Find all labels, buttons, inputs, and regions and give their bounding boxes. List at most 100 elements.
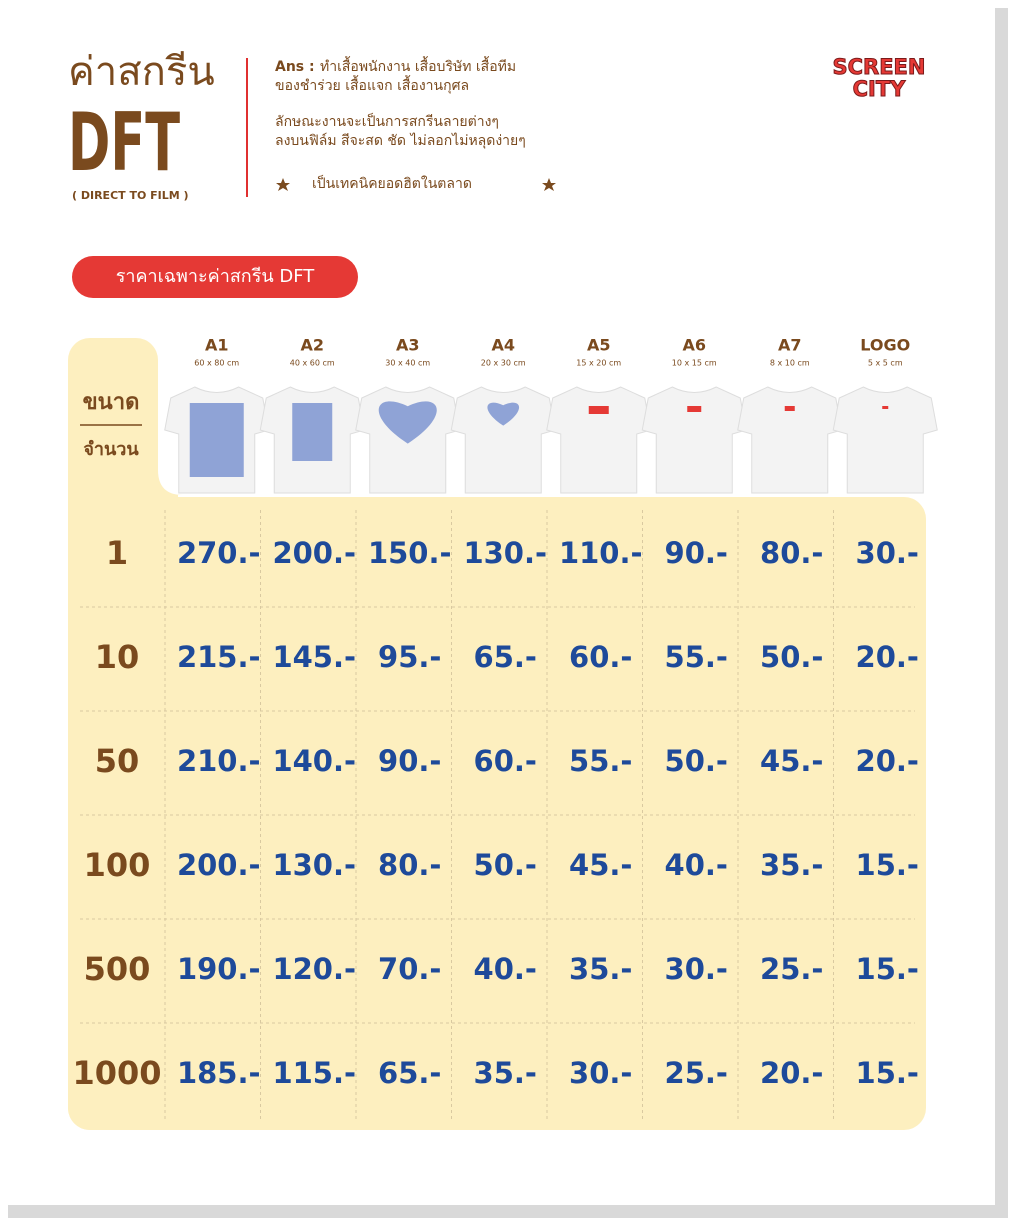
- column-dim: 40 x 60 cm: [290, 359, 335, 368]
- price: 90.-: [378, 744, 441, 778]
- price: 35.-: [569, 952, 632, 986]
- desc-line: ของชำร่วย เสื้อแจก เสื้องานกุศล: [275, 75, 469, 94]
- price: 50.-: [474, 848, 537, 882]
- price: 80.-: [378, 848, 441, 882]
- column-name: A7: [778, 336, 802, 355]
- price: 25.-: [665, 1056, 728, 1090]
- desc-line: ลักษณะงานจะเป็นการสกรีนลายต่างๆ: [275, 112, 499, 130]
- price: 190.-: [177, 952, 261, 986]
- logo-text: SCREEN: [833, 55, 926, 79]
- star: [276, 178, 290, 191]
- column-dim: 30 x 40 cm: [385, 359, 430, 368]
- desc-line: ทำเสื้อพนักงาน เสื้อบริษัท เสื้อทีม: [320, 56, 516, 75]
- price: 35.-: [474, 1056, 537, 1090]
- price: 50.-: [665, 744, 728, 778]
- print-area: [487, 402, 520, 426]
- print-area: [189, 403, 244, 477]
- price: 15.-: [856, 952, 919, 986]
- qty: 500: [84, 950, 151, 988]
- price: 150.-: [368, 536, 452, 570]
- price: 95.-: [378, 640, 441, 674]
- shirt: [546, 386, 652, 494]
- price: 45.-: [569, 848, 632, 882]
- panel: [68, 497, 926, 1130]
- price: 65.-: [474, 640, 537, 674]
- qty: 10: [95, 638, 140, 676]
- price: 55.-: [569, 744, 632, 778]
- price: 30.-: [665, 952, 728, 986]
- column-dim: 20 x 30 cm: [481, 359, 526, 368]
- ans-label: Ans :: [275, 59, 315, 75]
- subtitle: ( DIRECT TO FILM ): [72, 189, 189, 202]
- price: 55.-: [665, 640, 728, 674]
- print-area: [292, 403, 333, 461]
- price: 60.-: [569, 640, 632, 674]
- qty-label: จำนวน: [83, 439, 139, 460]
- badge-text: ราคาเฉพาะค่าสกรีน DFT: [116, 266, 316, 287]
- logo-text: CITY: [853, 77, 907, 101]
- column-name: A1: [205, 336, 229, 355]
- column-name: A6: [682, 336, 706, 355]
- column-name: A2: [300, 336, 324, 355]
- tagline: เป็นเทคนิคยอดฮิตในตลาด: [312, 174, 472, 192]
- shirt: [450, 386, 556, 494]
- column-name: A3: [396, 336, 420, 355]
- price: 20.-: [760, 1056, 823, 1090]
- star: [542, 178, 556, 191]
- code: DFT: [68, 96, 180, 189]
- price: 115.-: [272, 1056, 356, 1090]
- price: 35.-: [760, 848, 823, 882]
- price: 270.-: [177, 536, 261, 570]
- qty: 50: [95, 742, 140, 780]
- price: 130.-: [272, 848, 356, 882]
- column-name: LOGO: [860, 336, 910, 355]
- price: 145.-: [272, 640, 356, 674]
- price: 120.-: [272, 952, 356, 986]
- price: 40.-: [474, 952, 537, 986]
- price: 15.-: [856, 848, 919, 882]
- qty: 100: [84, 846, 151, 884]
- panel-corner: [158, 470, 183, 495]
- title: ค่าสกรีน: [68, 49, 215, 95]
- print-logo: [882, 406, 889, 409]
- qty: 1000: [72, 1054, 161, 1092]
- column-dim: 10 x 15 cm: [672, 359, 717, 368]
- price: 140.-: [272, 744, 356, 778]
- price: 210.-: [177, 744, 261, 778]
- price: 30.-: [856, 536, 919, 570]
- price: 90.-: [665, 536, 728, 570]
- print-logo: [784, 406, 795, 411]
- price: 15.-: [856, 1056, 919, 1090]
- price: 185.-: [177, 1056, 261, 1090]
- price: 130.-: [463, 536, 547, 570]
- price: 25.-: [760, 952, 823, 986]
- shirt: [832, 386, 938, 494]
- price: 110.-: [559, 536, 643, 570]
- print-logo: [687, 406, 702, 412]
- price: 20.-: [856, 640, 919, 674]
- badge: [72, 256, 358, 298]
- print-area: [378, 401, 437, 444]
- price: 50.-: [760, 640, 823, 674]
- price: 40.-: [665, 848, 728, 882]
- desc-line: ลงบนฟิล์ม สีจะสด ชัด ไม่ลอกไม่หลุดง่ายๆ: [275, 132, 526, 149]
- price: 20.-: [856, 744, 919, 778]
- print-logo: [588, 406, 609, 414]
- qty: 1: [106, 534, 128, 572]
- price: 80.-: [760, 536, 823, 570]
- column-dim: 5 x 5 cm: [868, 359, 903, 368]
- price: 70.-: [378, 952, 441, 986]
- shirt: [641, 386, 747, 494]
- price: 200.-: [177, 848, 261, 882]
- price: 215.-: [177, 640, 261, 674]
- column-dim: 15 x 20 cm: [576, 359, 621, 368]
- size-label: ขนาด: [83, 390, 140, 415]
- column-dim: 60 x 80 cm: [194, 359, 239, 368]
- price: 30.-: [569, 1056, 632, 1090]
- shirt: [737, 386, 843, 494]
- column-name: A5: [587, 336, 611, 355]
- price: 200.-: [272, 536, 356, 570]
- price: 60.-: [474, 744, 537, 778]
- column-dim: 8 x 10 cm: [770, 359, 810, 368]
